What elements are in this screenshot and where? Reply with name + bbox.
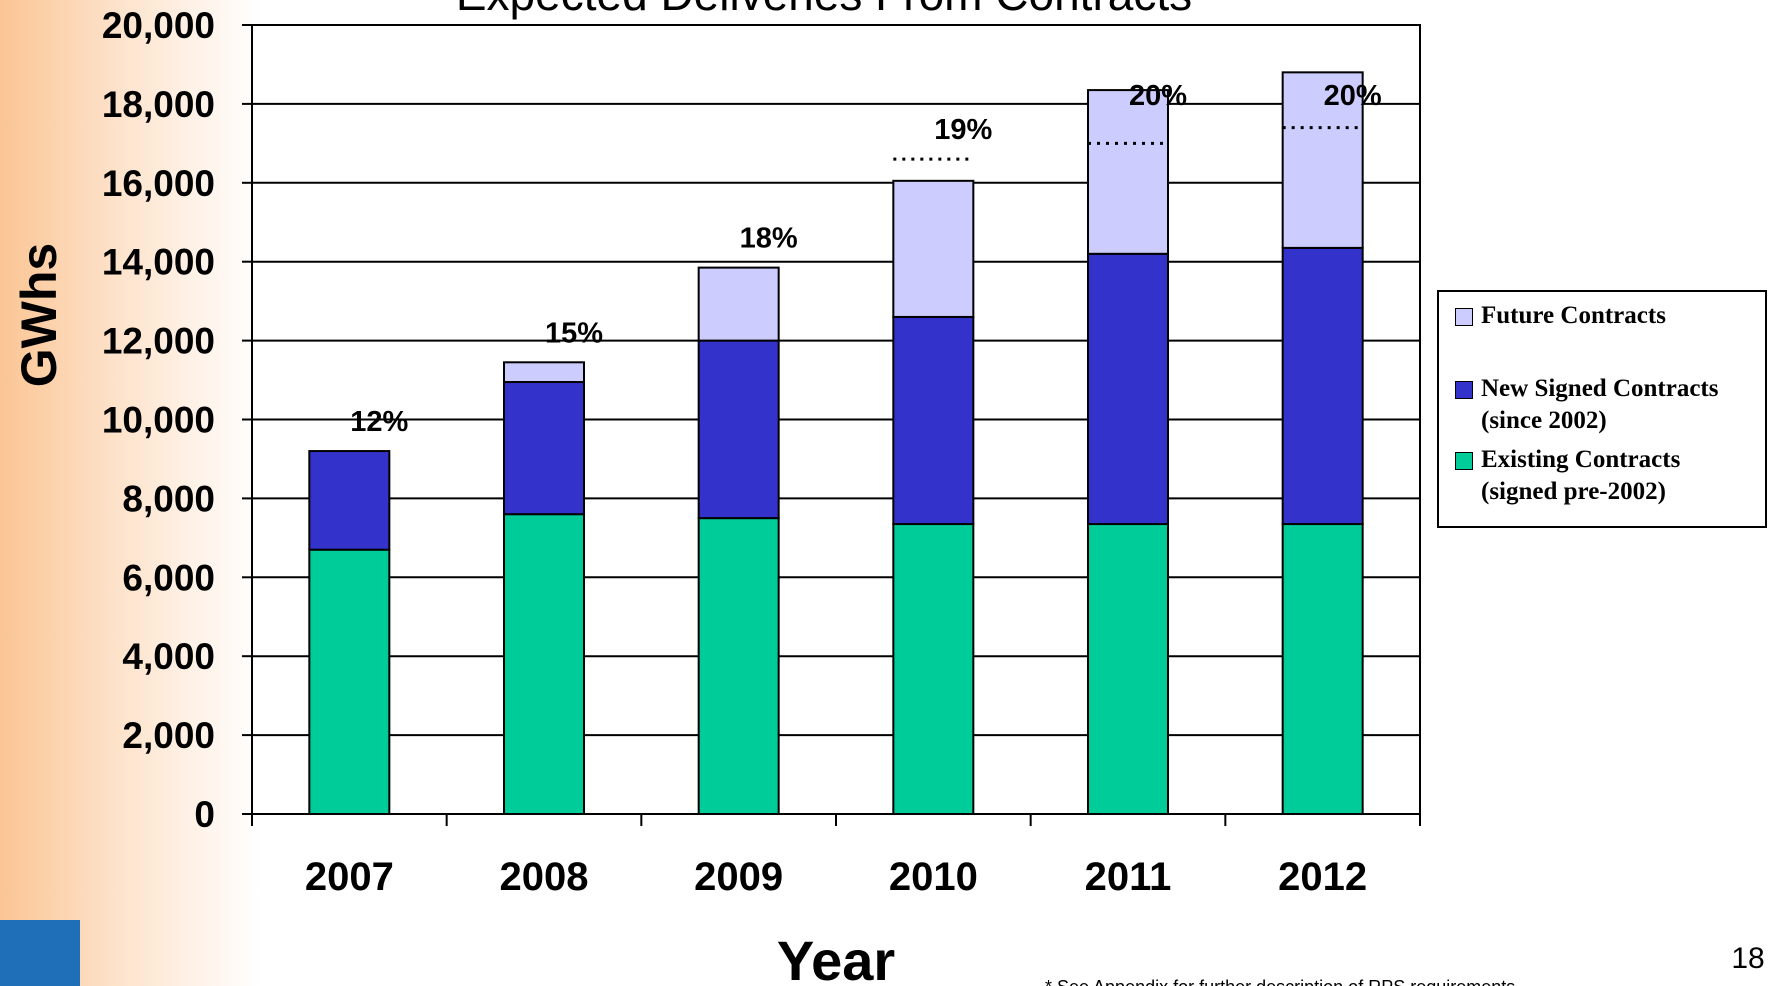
bar-segment: [1281, 523, 1364, 815]
bar-segment: [892, 523, 975, 815]
legend-label: New Signed Contracts (since 2002): [1481, 374, 1719, 435]
bar-segment: [503, 381, 585, 516]
bar-segment: [892, 179, 975, 318]
annotation: 19%: [934, 114, 992, 146]
bar-segment: [1087, 523, 1169, 815]
legend-entry: New Signed Contracts (since 2002): [1455, 373, 1757, 438]
legend: Future Contracts New Signed Contracts (si…: [1437, 290, 1767, 528]
annotation: 20%: [1324, 80, 1382, 112]
x-tick-label: 2007: [305, 855, 394, 899]
bar-segment: [1281, 246, 1364, 526]
bar-segment: [1087, 89, 1169, 255]
bar-segment: [503, 361, 585, 384]
y-tick-label: 12,000: [102, 321, 215, 362]
x-tick-label: 2010: [889, 855, 978, 899]
y-tick-label: 16,000: [102, 163, 215, 204]
y-tick-label: 6,000: [122, 557, 215, 598]
x-tick-label: 2012: [1278, 855, 1367, 899]
y-tick-label: 18,000: [102, 84, 215, 125]
x-tick-label: 2008: [500, 855, 589, 899]
legend-entry: Existing Contracts (signed pre-2002): [1455, 444, 1757, 509]
bar-segment: [697, 339, 780, 520]
x-tick-label: 2009: [694, 855, 783, 899]
y-tick-label: 4,000: [122, 636, 215, 677]
bar-segment: [892, 315, 975, 526]
y-tick-label: 14,000: [102, 242, 215, 283]
y-tick-label: 8,000: [122, 478, 215, 519]
y-tick-label: 20,000: [102, 5, 215, 46]
bar-segment: [697, 266, 780, 342]
y-axis-title: GWhs: [11, 243, 67, 387]
y-tick-label: 2,000: [122, 715, 215, 756]
y-tick-label: 0: [194, 794, 215, 835]
legend-label: Future Contracts: [1481, 302, 1666, 329]
bar-segment: [503, 513, 585, 815]
annotation: 12%: [350, 406, 408, 438]
footnote: * See Appendix for further description o…: [1045, 977, 1515, 986]
bar-segment: [697, 517, 780, 815]
bar-segment: [308, 450, 391, 551]
chart-title: Expected Deliveries From Contracts: [456, 0, 1192, 20]
bar-segment: [1087, 252, 1169, 526]
bar-segment: [308, 548, 391, 815]
legend-swatch: [1455, 380, 1473, 399]
annotation: 15%: [545, 317, 603, 349]
page-number: 18: [1731, 942, 1764, 975]
legend-entry: Future Contracts: [1455, 300, 1757, 333]
bar-segment: [1281, 71, 1364, 249]
y-tick-label: 10,000: [102, 400, 215, 441]
x-tick-label: 2011: [1085, 855, 1172, 899]
x-axis-title: Year: [777, 929, 895, 986]
annotation: 18%: [740, 223, 798, 255]
logo: [0, 920, 80, 986]
annotation: 20%: [1129, 80, 1187, 112]
legend-swatch: [1455, 451, 1473, 470]
legend-label: Existing Contracts (signed pre-2002): [1481, 445, 1681, 506]
legend-swatch: [1455, 308, 1473, 326]
